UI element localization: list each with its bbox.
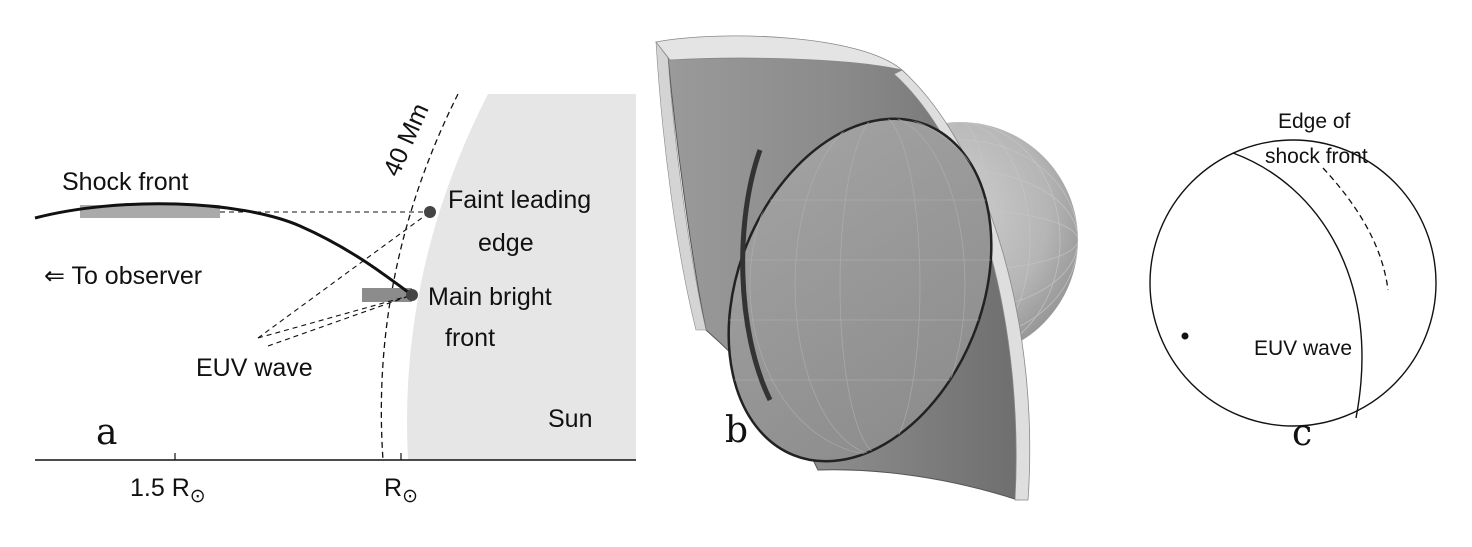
tick-rsun-label: R⊙: [384, 474, 418, 507]
faint-leading-label-2: edge: [478, 229, 534, 257]
faint-edge-marker: [424, 206, 436, 218]
euv-leader-1: [257, 211, 431, 339]
height-arc-40mm: [380, 93, 459, 461]
euv-wave-arc: [1232, 152, 1363, 419]
panel-a: Shock front ⇐ To observer EUV wave Faint…: [34, 93, 636, 507]
shock-front-bar: [80, 205, 220, 218]
main-front-marker: [406, 289, 418, 301]
main-bright-label-2: front: [445, 324, 495, 352]
sun-disk: [407, 94, 636, 460]
faint-leading-label-1: Faint leading: [448, 186, 591, 214]
euv-leader-2: [257, 294, 413, 339]
center-dot: [1181, 332, 1189, 340]
shell-left-rim: [655, 41, 707, 331]
tick-1-5-label: 1.5 R⊙: [130, 474, 206, 507]
sun-limb-circle: [1149, 139, 1437, 427]
euv-wave-label-c: EUV wave: [1254, 337, 1352, 360]
main-bright-label-1: Main bright: [428, 283, 552, 311]
edge-label-1: Edge of: [1278, 110, 1351, 133]
panel-b: b: [655, 35, 1078, 501]
edge-label-2: shock front: [1265, 145, 1368, 168]
euv-wave-label: EUV wave: [196, 354, 313, 382]
euv-leader-3: [267, 294, 413, 347]
cavity-dark-band: [740, 149, 773, 402]
panel-b-letter: b: [725, 410, 748, 451]
panel-a-letter: a: [96, 412, 117, 453]
shock-front-curve: [34, 202, 413, 297]
observer-label: ⇐ To observer: [44, 262, 202, 290]
shock-edge-arc: [1322, 167, 1389, 291]
shock-front-label: Shock front: [62, 168, 189, 196]
panel-c-letter: c: [1292, 413, 1312, 454]
inner-cavity: [727, 117, 993, 463]
sun-label: Sun: [548, 405, 592, 433]
panel-c: Edge of shock front EUV wave c: [1149, 110, 1437, 454]
